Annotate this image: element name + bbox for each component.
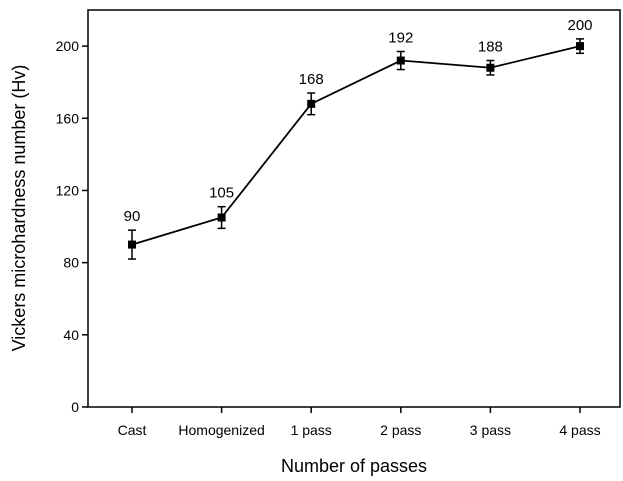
x-axis-title: Number of passes — [281, 456, 427, 476]
y-axis-ticks: 0 40 80 120 160 200 — [56, 38, 88, 415]
y-axis-title: Vickers microhardness number (Hv) — [9, 65, 29, 352]
data-label: 192 — [388, 30, 413, 47]
x-tick-label: 1 pass — [291, 422, 332, 438]
x-tick-label: Cast — [118, 422, 147, 438]
data-point-marker — [486, 63, 495, 72]
x-tick-label: 3 pass — [470, 422, 511, 438]
y-tick-label: 0 — [71, 399, 79, 415]
y-tick-label: 40 — [63, 327, 79, 343]
y-tick-label: 80 — [63, 255, 79, 271]
data-label: 200 — [567, 17, 592, 34]
data-label: 105 — [209, 185, 234, 202]
series-group: 90 105 168 192 188 200 — [124, 17, 593, 260]
data-point-marker — [217, 213, 226, 222]
data-point-marker — [307, 99, 316, 108]
data-label: 188 — [478, 39, 503, 56]
data-label: 168 — [299, 71, 324, 88]
data-point-marker — [576, 42, 584, 51]
y-tick-label: 200 — [56, 38, 80, 54]
plot-frame — [87, 9, 621, 408]
x-axis-ticks: Cast Homogenized 1 pass 2 pass 3 pass 4 pass — [118, 407, 601, 438]
x-tick-label: 4 pass — [559, 422, 600, 438]
data-point-marker — [128, 240, 136, 249]
x-tick-label: Homogenized — [178, 422, 264, 438]
y-tick-label: 160 — [56, 110, 80, 126]
data-point-marker — [396, 56, 405, 65]
series-line — [131, 45, 581, 246]
data-label: 90 — [124, 208, 141, 225]
y-tick-label: 120 — [56, 182, 80, 198]
x-tick-label: 2 pass — [380, 422, 421, 438]
